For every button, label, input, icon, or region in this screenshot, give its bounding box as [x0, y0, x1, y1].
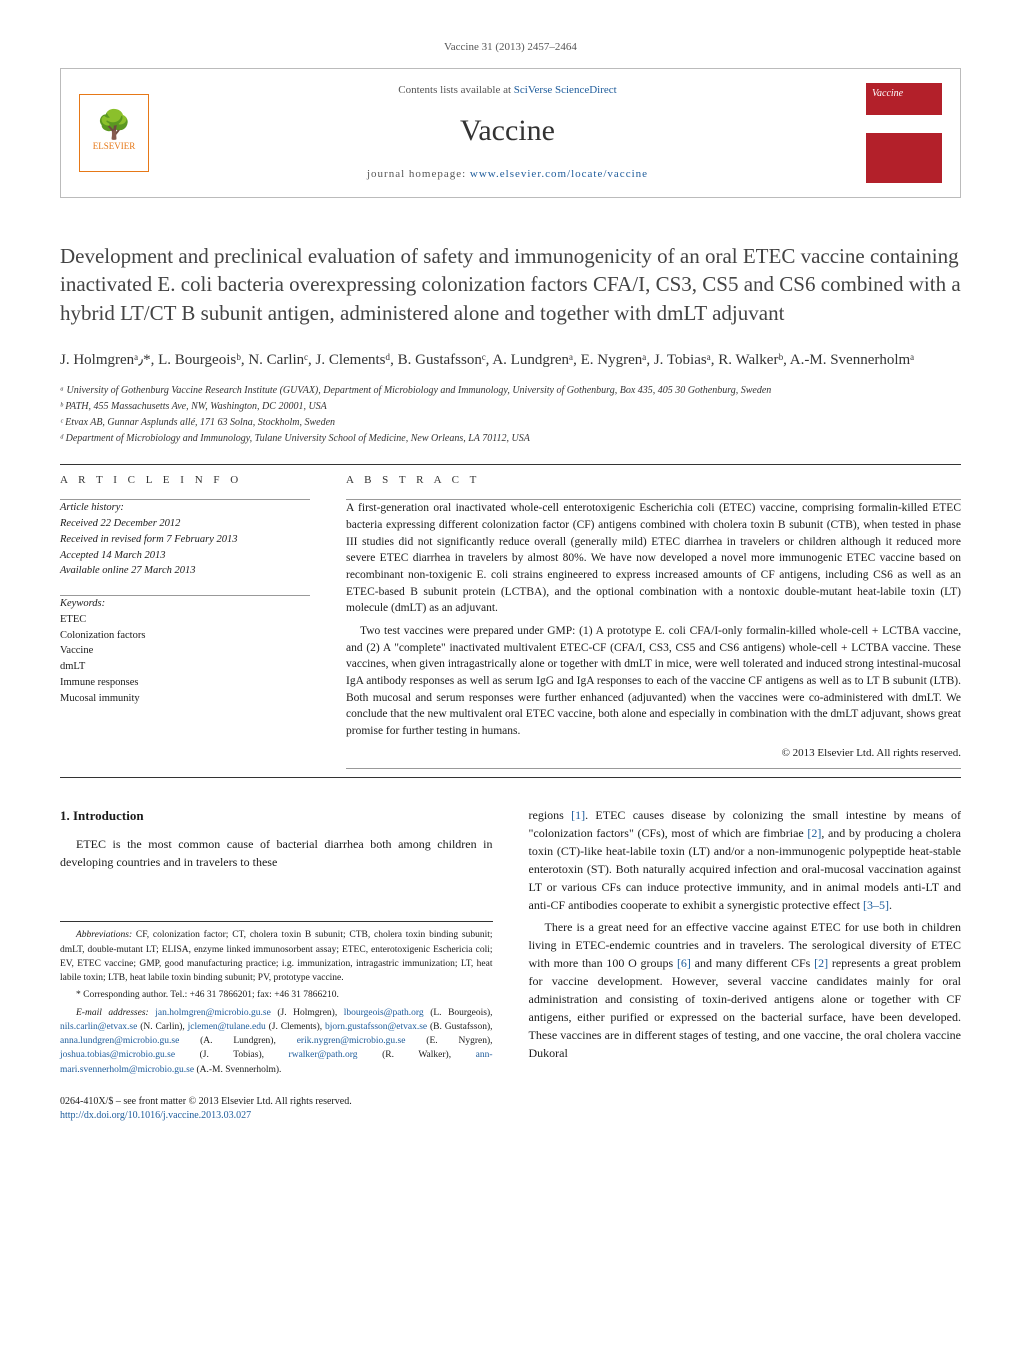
abstract-copyright: © 2013 Elsevier Ltd. All rights reserved…: [346, 746, 961, 762]
email-link[interactable]: erik.nygren@microbio.gu.se: [297, 1036, 406, 1046]
email-addresses: E-mail addresses: jan.holmgren@microbio.…: [60, 1006, 493, 1077]
affiliation-b: ᵇ PATH, 455 Massachusetts Ave, NW, Washi…: [60, 399, 961, 414]
column-right: regions [1]. ETEC causes disease by colo…: [529, 806, 962, 1123]
journal-name: Vaccine: [149, 109, 866, 153]
affiliation-a: ᵃ University of Gothenburg Vaccine Resea…: [60, 383, 961, 398]
footnotes: Abbreviations: CF, colonization factor; …: [60, 921, 493, 1077]
abbreviations: Abbreviations: CF, colonization factor; …: [60, 928, 493, 985]
email-who: (E. Nygren),: [405, 1036, 492, 1046]
section-heading-intro: 1. Introduction: [60, 806, 493, 826]
ref-link[interactable]: [2]: [807, 826, 821, 840]
abstract-p1: A first-generation oral inactivated whol…: [346, 500, 961, 617]
history-label: Article history:: [60, 500, 310, 516]
abstract-p2: Two test vaccines were prepared under GM…: [346, 623, 961, 740]
email-who: (J. Tobias),: [175, 1050, 288, 1060]
contents-prefix: Contents lists available at: [398, 84, 513, 96]
col2-p2: There is a great need for an effective v…: [529, 918, 962, 1062]
ref-link[interactable]: [1]: [571, 808, 585, 822]
rule: [60, 464, 961, 465]
email-link[interactable]: anna.lundgren@microbio.gu.se: [60, 1036, 179, 1046]
keyword: Vaccine: [60, 643, 310, 659]
email-link[interactable]: nils.carlin@etvax.se: [60, 1022, 137, 1032]
homepage-prefix: journal homepage:: [367, 168, 470, 180]
body-columns: 1. Introduction ETEC is the most common …: [60, 806, 961, 1123]
keyword: ETEC: [60, 612, 310, 628]
article-history: Article history: Received 22 December 20…: [60, 500, 310, 579]
doi-link[interactable]: http://dx.doi.org/10.1016/j.vaccine.2013…: [60, 1110, 251, 1121]
col2-p1: regions [1]. ETEC causes disease by colo…: [529, 806, 962, 914]
journal-homepage: journal homepage: www.elsevier.com/locat…: [149, 167, 866, 183]
abstract-label: a b s t r a c t: [346, 473, 961, 489]
front-matter-line: 0264-410X/$ – see front matter © 2013 El…: [60, 1095, 493, 1109]
ref-link[interactable]: [2]: [814, 956, 828, 970]
cover-label: Vaccine: [866, 83, 942, 106]
affiliation-c: ᶜ Etvax AB, Gunnar Asplunds allé, 171 63…: [60, 415, 961, 430]
keyword: Mucosal immunity: [60, 691, 310, 707]
corresponding-author: * Corresponding author. Tel.: +46 31 786…: [60, 988, 493, 1002]
journal-header: 🌳 ELSEVIER Contents lists available at S…: [60, 68, 961, 198]
email-link[interactable]: jan.holmgren@microbio.gu.se: [155, 1008, 271, 1018]
email-link[interactable]: jclemen@tulane.edu: [188, 1022, 266, 1032]
intro-p1: ETEC is the most common cause of bacteri…: [60, 835, 493, 871]
contents-available: Contents lists available at SciVerse Sci…: [149, 83, 866, 99]
email-who: (B. Gustafsson),: [427, 1022, 492, 1032]
abbr-label: Abbreviations:: [76, 930, 132, 940]
email-link[interactable]: lbourgeois@path.org: [344, 1008, 424, 1018]
email-who: (A. Lundgren),: [179, 1036, 296, 1046]
cover-stripe: [866, 115, 942, 133]
keyword: Immune responses: [60, 675, 310, 691]
rule: [60, 777, 961, 778]
email-link[interactable]: rwalker@path.org: [289, 1050, 358, 1060]
keywords-block: Keywords: ETEC Colonization factors Vacc…: [60, 596, 310, 706]
journal-cover-thumbnail: Vaccine: [866, 83, 942, 183]
thin-rule: [346, 768, 961, 769]
homepage-link[interactable]: www.elsevier.com/locate/vaccine: [470, 168, 648, 180]
publisher-name: ELSEVIER: [93, 140, 136, 153]
email-who: (R. Walker),: [358, 1050, 476, 1060]
journal-reference: Vaccine 31 (2013) 2457–2464: [60, 40, 961, 56]
authors-list: J. Holmgrenᵃ٫*, L. Bourgeoisᵇ, N. Carlin…: [60, 349, 961, 372]
email-label: E-mail addresses:: [76, 1008, 149, 1018]
keyword: Colonization factors: [60, 628, 310, 644]
history-received: Received 22 December 2012: [60, 516, 310, 532]
history-online: Available online 27 March 2013: [60, 563, 310, 579]
email-link[interactable]: bjorn.gustafsson@etvax.se: [325, 1022, 427, 1032]
email-link[interactable]: joshua.tobias@microbio.gu.se: [60, 1050, 175, 1060]
email-who: (N. Carlin),: [137, 1022, 187, 1032]
elsevier-logo: 🌳 ELSEVIER: [79, 94, 149, 172]
abstract-text: A first-generation oral inactivated whol…: [346, 500, 961, 761]
email-who: (A.-M. Svennerholm).: [194, 1065, 281, 1075]
ref-link[interactable]: [3–5]: [863, 898, 889, 912]
column-left: 1. Introduction ETEC is the most common …: [60, 806, 493, 1123]
tree-icon: 🌳: [97, 112, 132, 140]
email-who: (L. Bourgeois),: [424, 1008, 493, 1018]
email-who: (J. Holmgren),: [271, 1008, 344, 1018]
email-who: (J. Clements),: [266, 1022, 325, 1032]
footer: 0264-410X/$ – see front matter © 2013 El…: [60, 1095, 493, 1123]
history-revised: Received in revised form 7 February 2013: [60, 532, 310, 548]
history-accepted: Accepted 14 March 2013: [60, 548, 310, 564]
sciencedirect-link[interactable]: SciVerse ScienceDirect: [514, 84, 617, 96]
keyword: dmLT: [60, 659, 310, 675]
ref-link[interactable]: [6]: [677, 956, 691, 970]
article-info-label: a r t i c l e i n f o: [60, 473, 310, 489]
affiliation-d: ᵈ Department of Microbiology and Immunol…: [60, 431, 961, 446]
article-title: Development and preclinical evaluation o…: [60, 242, 961, 327]
keywords-label: Keywords:: [60, 596, 310, 612]
affiliations: ᵃ University of Gothenburg Vaccine Resea…: [60, 383, 961, 446]
